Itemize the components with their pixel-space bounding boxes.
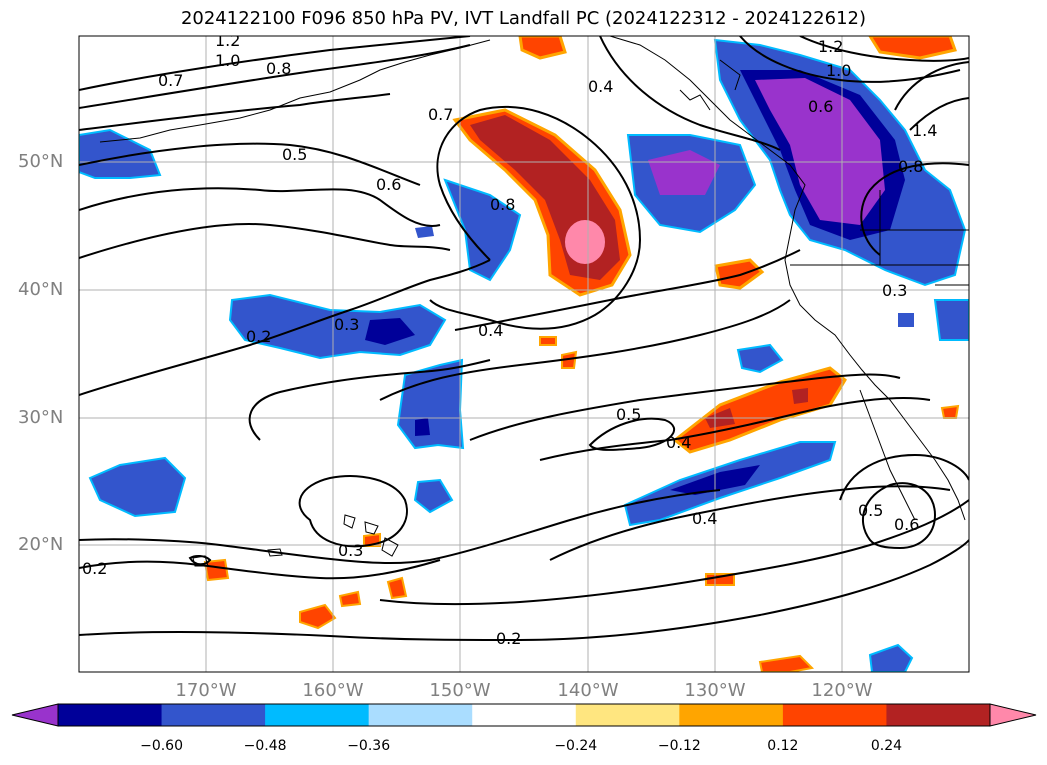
longitude-label: 130°W	[684, 680, 746, 701]
longitude-label: 150°W	[429, 680, 491, 701]
contour-label: 0.2	[82, 559, 107, 578]
orange-region	[705, 573, 735, 586]
colorbar	[11, 703, 1037, 727]
contour-label: 0.6	[808, 97, 833, 116]
orange-region	[386, 576, 408, 600]
contour-label: 0.5	[282, 145, 307, 164]
contour-label: 0.8	[898, 157, 923, 176]
blue-region	[88, 456, 187, 518]
longitude-label: 170°W	[175, 680, 237, 701]
orange-region	[203, 558, 230, 582]
contour-label: 0.5	[616, 405, 641, 424]
orange-region	[940, 404, 960, 419]
colorbar-segment	[58, 704, 163, 726]
colorbar-tick-label: −0.24	[554, 738, 598, 754]
orange-region	[868, 36, 957, 60]
contour-label: 0.4	[692, 509, 717, 528]
blue-region	[415, 226, 434, 238]
contour-label: 1.0	[826, 61, 851, 80]
contour-labels: 1.2 1.0 0.8 0.7 0.5 0.6 0.7 0.8 0.4 1.2 …	[82, 31, 937, 648]
dark-red-region	[792, 388, 808, 404]
purple-region	[755, 78, 885, 225]
colorbar-tick-label: −0.36	[347, 738, 391, 754]
longitude-label: 140°W	[557, 680, 619, 701]
contour-label: 0.2	[246, 327, 271, 346]
colorbar-extension-low	[11, 703, 59, 727]
contour-label: 0.3	[334, 315, 359, 334]
dark-blue-region	[365, 318, 415, 345]
orange-region	[714, 258, 765, 290]
colorbar-segment	[782, 704, 887, 726]
contour-label: 0.3	[882, 281, 907, 300]
map-panel: 1.2 1.0 0.8 0.7 0.5 0.6 0.7 0.8 0.4 1.2 …	[78, 31, 970, 673]
orange-region	[539, 336, 557, 346]
colorbar-extension-high	[989, 703, 1037, 727]
colorbar-segment	[679, 704, 784, 726]
orange-region	[758, 654, 815, 672]
contour-label: 0.5	[858, 501, 883, 520]
colorbar-tick-label: −0.48	[243, 738, 287, 754]
contour-label: 0.8	[490, 195, 515, 214]
contour-label: 0.3	[338, 541, 363, 560]
colorbar-segment	[161, 704, 266, 726]
orange-region	[518, 36, 567, 60]
orange-region	[561, 350, 578, 369]
blue-region	[79, 128, 162, 179]
colorbar-tick-label: 0.12	[767, 738, 799, 754]
map-title: 2024122100 F096 850 hPa PV, IVT Landfall…	[180, 8, 867, 29]
pv-contours	[79, 36, 969, 642]
contour-label: 0.2	[496, 629, 521, 648]
contour-label: 0.4	[588, 77, 613, 96]
pink-region	[565, 220, 605, 264]
latitude-label: 30°N	[18, 407, 64, 428]
blue-region	[736, 343, 784, 374]
blue-region	[443, 178, 522, 282]
orange-region	[299, 603, 337, 630]
latitude-label: 20°N	[18, 534, 64, 555]
contour-label: 0.4	[478, 321, 503, 340]
contour-label: 0.7	[428, 105, 453, 124]
graticule	[79, 36, 969, 672]
dark-blue-region	[415, 418, 430, 436]
blue-region	[933, 299, 969, 341]
coastlines	[99, 36, 969, 567]
purple-region	[648, 150, 720, 195]
longitude-label: 160°W	[302, 680, 364, 701]
colorbar-segment	[368, 704, 473, 726]
contour-label: 1.0	[215, 51, 240, 70]
contour-label: 0.6	[376, 175, 401, 194]
contour-label: 1.4	[912, 121, 937, 140]
longitude-label: 120°W	[811, 680, 873, 701]
blue-region	[413, 478, 454, 514]
colorbar-segment	[575, 704, 680, 726]
colorbar-segment	[265, 704, 370, 726]
colorbar-tick-label: −0.60	[140, 738, 183, 754]
latitude-label: 50°N	[18, 151, 64, 172]
colorbar-tick-label: 0.24	[870, 738, 903, 754]
map-frame	[78, 35, 970, 673]
contour-label: 0.8	[266, 59, 291, 78]
contour-label: 0.4	[666, 433, 691, 452]
blue-region	[868, 643, 914, 672]
colorbar-frame	[57, 703, 991, 727]
orange-region	[338, 590, 362, 608]
latitude-label: 40°N	[18, 279, 64, 300]
colorbar-segment	[886, 704, 991, 726]
colorbar-tick-label: −0.12	[657, 738, 701, 754]
blue-region	[396, 358, 465, 450]
colorbar-segment	[472, 704, 577, 726]
contour-label: 0.7	[158, 71, 183, 90]
blue-region	[898, 313, 914, 327]
contour-label: 1.2	[215, 31, 240, 50]
contour-label: 1.2	[818, 37, 843, 56]
contour-label: 0.6	[894, 515, 919, 534]
